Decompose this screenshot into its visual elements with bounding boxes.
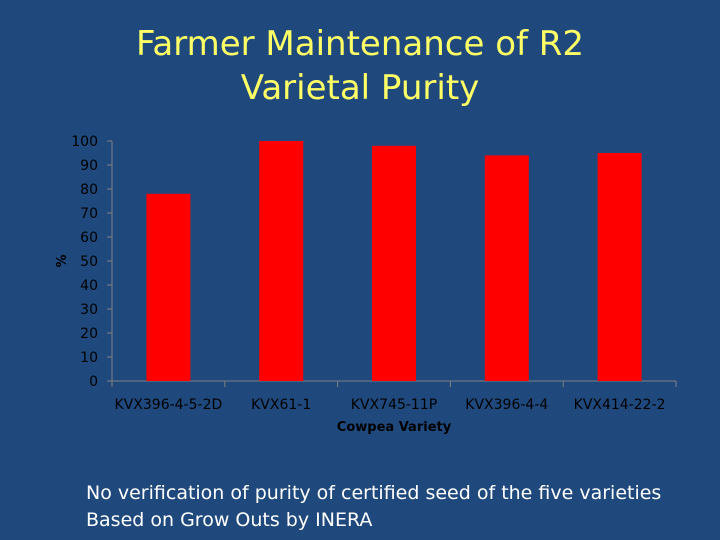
y-tick-label: 40 xyxy=(80,278,98,294)
bar-kvx61-1 xyxy=(259,141,304,381)
y-tick-label: 10 xyxy=(80,350,98,366)
slide-title: Farmer Maintenance of R2 Varietal Purity xyxy=(0,22,720,110)
y-tick-label: 80 xyxy=(80,182,98,198)
bar-kvx414-22-2 xyxy=(597,153,642,381)
bar-kvx745-11p xyxy=(372,145,416,381)
y-tick-label: 100 xyxy=(71,134,98,150)
y-tick-label: 30 xyxy=(80,302,98,318)
x-tick-label: KVX396-4-5-2D xyxy=(115,397,223,413)
x-axis-label: Cowpea Variety xyxy=(337,420,452,435)
slide-title-line-1: Farmer Maintenance of R2 xyxy=(135,24,585,64)
y-axis-label: % xyxy=(55,254,70,267)
footnote: No verification of purity of certified s… xyxy=(86,480,706,534)
bar-kvx396-4-4 xyxy=(484,155,529,381)
y-tick-label: 50 xyxy=(80,254,98,270)
bar-chart: 0 10 20 30 40 50 60 70 80 90 100% KVX396-4-5-2D KVX6… xyxy=(55,134,677,435)
y-tick-label: 90 xyxy=(80,158,98,174)
x-tick-label: KVX414-22-2 xyxy=(574,397,666,413)
x-tick-label: KVX745-11P xyxy=(351,397,437,413)
y-tick-label: 70 xyxy=(80,206,98,222)
x-tick-label: KVX61-1 xyxy=(251,397,311,413)
y-tick-label: 60 xyxy=(80,230,98,246)
bar-kvx396-4-5-2d xyxy=(146,193,191,381)
footnote-line-1: No verification of purity of certified s… xyxy=(86,482,662,504)
y-tick-label: 20 xyxy=(80,326,98,342)
x-tick-label: KVX396-4-4 xyxy=(465,397,548,413)
slide-title-line-2: Varietal Purity xyxy=(240,68,480,108)
footnote-line-2: Based on Grow Outs by INERA xyxy=(86,509,373,531)
y-tick-label: 0 xyxy=(89,374,98,390)
